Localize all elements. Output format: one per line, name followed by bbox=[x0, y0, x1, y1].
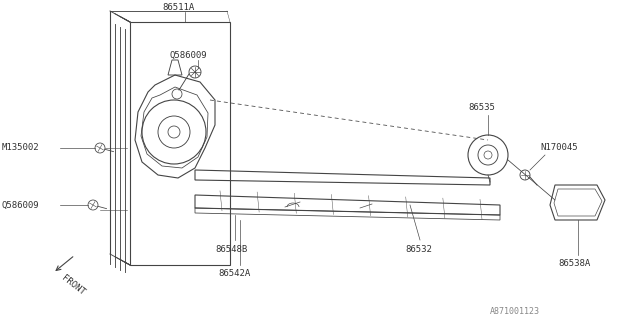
Text: 86532: 86532 bbox=[405, 245, 432, 254]
Text: N170045: N170045 bbox=[540, 143, 578, 153]
Text: 86538A: 86538A bbox=[558, 259, 590, 268]
Text: 86511A: 86511A bbox=[162, 4, 195, 12]
Text: 86535: 86535 bbox=[468, 103, 495, 113]
Text: Q586009: Q586009 bbox=[2, 201, 40, 210]
Text: FRONT: FRONT bbox=[60, 273, 86, 297]
Text: A871001123: A871001123 bbox=[490, 308, 540, 316]
Text: 86548B: 86548B bbox=[215, 245, 247, 254]
Text: Q586009: Q586009 bbox=[170, 51, 207, 60]
Text: 86542A: 86542A bbox=[218, 268, 250, 277]
Text: M135002: M135002 bbox=[2, 143, 40, 153]
